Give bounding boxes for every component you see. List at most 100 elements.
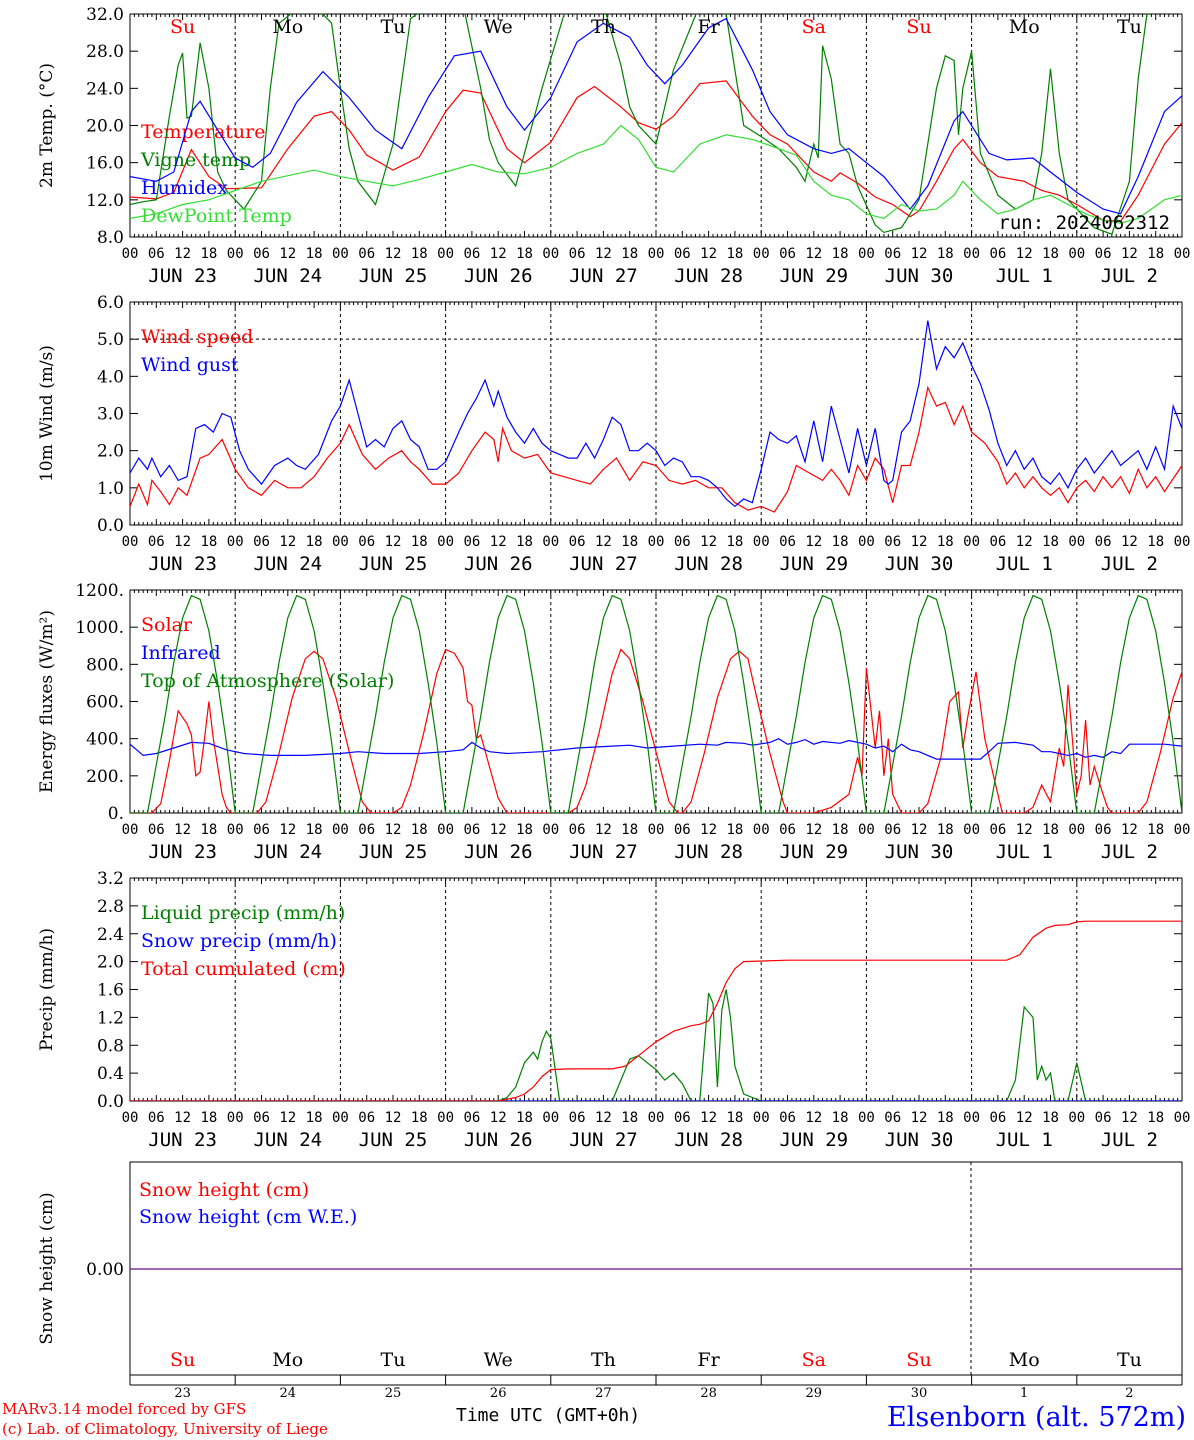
x-hour-label: 06 [358,822,375,838]
x-date-label: JUL 1 [996,1129,1053,1151]
y-tick-label: 1.0 [97,479,124,499]
x-hour-label: 06 [253,246,270,262]
x-hour-label: 18 [726,534,743,550]
weekday-label: Su [170,16,195,38]
x-hour-label: 06 [358,246,375,262]
y-tick-label: 2.8 [97,897,124,917]
x-hour-label: 00 [227,822,244,838]
series-line-temperature [130,80,1182,222]
x-hour-label: 12 [174,1110,191,1126]
y-tick-label: 5.0 [97,330,124,350]
x-hour-label: 18 [411,534,428,550]
x-hour-label: 06 [989,534,1006,550]
snow-weekday-label: Su [906,1349,931,1371]
x-hour-label: 12 [1121,246,1138,262]
x-hour-label: 12 [700,822,717,838]
x-hour-label: 06 [148,534,165,550]
legend-entry: Infrared [141,642,221,664]
x-hour-label: 00 [122,534,139,550]
x-hour-label: 18 [621,246,638,262]
x-hour-label: 12 [279,822,296,838]
plot-frame [129,589,1183,814]
x-hour-label: 12 [1121,1110,1138,1126]
x-hour-label: 00 [858,822,875,838]
x-date-label: JUL 1 [996,265,1053,287]
x-hour-label: 06 [569,246,586,262]
x-hour-label: 12 [700,534,717,550]
x-hour-label: 18 [1042,246,1059,262]
y-tick-label: 600. [86,693,124,713]
x-hour-label: 06 [148,246,165,262]
x-date-label: JUN 24 [253,553,322,575]
x-hour-label: 00 [332,1110,349,1126]
y-tick-label: 28.0 [86,42,124,62]
snow-weekday-label: Sa [802,1349,826,1371]
y-tick-label: 12.0 [86,191,124,211]
x-hour-label: 00 [1068,246,1085,262]
x-hour-label: 12 [279,246,296,262]
x-hour-label: 12 [174,534,191,550]
x-hour-label: 00 [858,534,875,550]
snow-weekday-label: Th [591,1349,616,1371]
x-date-label: JUN 27 [569,265,638,287]
x-hour-label: 00 [753,822,770,838]
x-hour-label: 12 [805,1110,822,1126]
x-hour-label: 18 [937,534,954,550]
x-hour-label: 00 [963,534,980,550]
x-hour-label: 18 [621,822,638,838]
x-hour-label: 00 [1068,534,1085,550]
x-hour-label: 00 [332,534,349,550]
x-date-label: JUN 24 [253,841,322,863]
x-hour-label: 12 [805,534,822,550]
y-tick-label: 24.0 [86,79,124,99]
x-hour-label: 12 [700,1110,717,1126]
x-date-label: JUN 24 [253,265,322,287]
x-hour-label: 18 [832,1110,849,1126]
x-hour-label: 18 [516,534,533,550]
x-hour-label: 00 [437,534,454,550]
x-hour-label: 12 [490,1110,507,1126]
x-hour-label: 18 [516,1110,533,1126]
x-hour-label: 06 [1095,1110,1112,1126]
y-tick-label: 8.0 [97,228,124,248]
x-hour-label: 12 [1016,534,1033,550]
x-hour-label: 06 [358,534,375,550]
x-hour-label: 06 [569,822,586,838]
chart-panel-2: 0.0 1.0 2.0 3.0 4.0 5.0 6.0 10m Wind (m/s) Wind … [37,293,1190,575]
x-hour-label: 12 [1016,822,1033,838]
x-date-label: JUN 29 [779,1129,848,1151]
x-hour-label: 00 [963,1110,980,1126]
series-line-top-of-atmosphere-solar- [130,594,1182,813]
x-hour-label: 12 [385,822,402,838]
x-hour-label: 00 [1068,1110,1085,1126]
x-date-label: JUN 23 [148,265,217,287]
x-hour-label: 18 [621,534,638,550]
x-hour-label: 06 [463,534,480,550]
x-hour-label: 12 [1016,1110,1033,1126]
snow-weekday-label: We [484,1349,513,1371]
x-hour-label: 06 [674,822,691,838]
y-tick-label: 0.8 [97,1036,124,1056]
x-hour-label: 06 [779,534,796,550]
weekday-label: Mo [1009,16,1040,38]
x-date-label: JUN 28 [674,553,743,575]
legend-entry: Total cumulated (cm) [141,958,346,980]
x-hour-label: 12 [1016,246,1033,262]
x-hour-label: 12 [385,1110,402,1126]
x-hour-label: 12 [279,1110,296,1126]
y-tick-label: 16.0 [86,154,124,174]
x-hour-label: 06 [884,1110,901,1126]
x-hour-label: 18 [411,246,428,262]
x-hour-label: 12 [911,822,928,838]
x-hour-label: 00 [753,246,770,262]
x-hour-label: 18 [411,1110,428,1126]
x-hour-label: 00 [648,534,665,550]
x-date-label: JUN 29 [779,841,848,863]
x-hour-label: 18 [726,246,743,262]
y-axis-label: 2m Temp. (°C) [37,63,57,188]
x-hour-label: 12 [385,246,402,262]
legend-entry: Vigne temp [140,149,251,171]
x-hour-label: 06 [1095,246,1112,262]
x-hour-label: 12 [385,534,402,550]
